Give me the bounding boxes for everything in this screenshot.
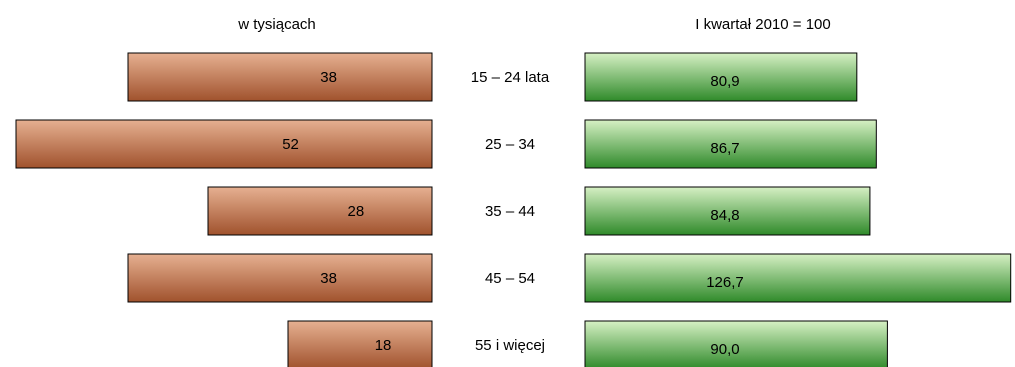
category-label-0: 15 – 24 lata <box>471 69 550 86</box>
bars-group: 38 15 – 24 lata 80,9 52 25 – 34 86,7 28 35 – 44… <box>15 52 1012 367</box>
bar-right-0 <box>584 52 858 102</box>
bar-left-label-0: 38 <box>320 69 337 86</box>
bar-right-2 <box>584 186 871 236</box>
bar-left-0 <box>127 52 433 102</box>
bar-left-label-2: 28 <box>347 203 364 220</box>
bar-right-label-3: 126,7 <box>706 274 744 291</box>
bar-right-label-1: 86,7 <box>710 140 739 157</box>
bar-left-label-3: 38 <box>320 270 337 287</box>
bar-left-4 <box>287 320 433 367</box>
bar-left-2 <box>207 186 433 236</box>
left-panel-title: w tysiącach <box>237 16 316 33</box>
category-label-2: 35 – 44 <box>485 203 535 220</box>
bar-left-3 <box>127 253 433 303</box>
bar-right-4 <box>584 320 888 367</box>
bar-right-1 <box>584 119 877 169</box>
right-panel-title: I kwartał 2010 = 100 <box>695 16 831 33</box>
bar-right-3 <box>584 253 1012 303</box>
bar-right-label-2: 84,8 <box>710 207 739 224</box>
category-label-4: 55 i więcej <box>475 337 545 354</box>
category-label-1: 25 – 34 <box>485 136 535 153</box>
bar-left-label-1: 52 <box>282 136 299 153</box>
bar-left-label-4: 18 <box>375 337 392 354</box>
bar-right-label-4: 90,0 <box>710 341 739 358</box>
category-label-3: 45 – 54 <box>485 270 535 287</box>
bar-left-1 <box>15 119 433 169</box>
bar-right-label-0: 80,9 <box>710 73 739 90</box>
